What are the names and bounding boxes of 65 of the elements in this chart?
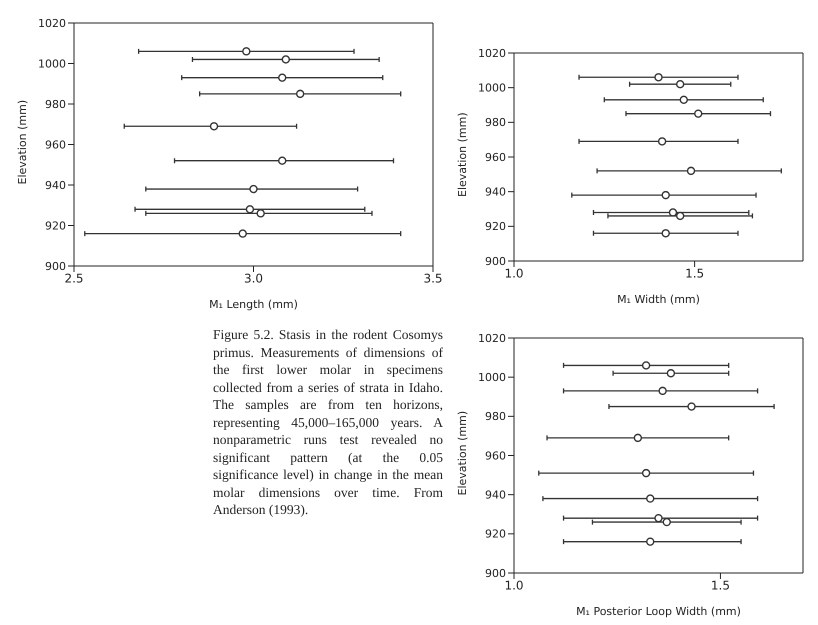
x-axis-title: M₁ Posterior Loop Width (mm): [576, 605, 741, 618]
y-axis-title: Elevation (mm): [456, 410, 469, 496]
point: [256, 209, 265, 218]
point: [680, 96, 688, 104]
point: [238, 229, 247, 238]
point: [687, 402, 696, 411]
x-tick-label: 1.0: [504, 266, 524, 281]
point: [242, 47, 251, 56]
point: [646, 537, 654, 546]
y-tick-label: 940: [485, 186, 506, 199]
point: [676, 80, 684, 88]
y-tick-label: 960: [45, 138, 66, 152]
y-tick-label: 900: [485, 566, 506, 580]
point: [654, 514, 663, 522]
point: [694, 109, 702, 118]
point: [658, 137, 666, 146]
x-tick-label: 2.5: [64, 272, 84, 286]
y-tick-label: 920: [45, 219, 66, 232]
point: [662, 229, 670, 238]
y-tick-label: 940: [485, 488, 506, 502]
y-tick-label: 960: [485, 150, 506, 164]
x-tick-label: 1.5: [710, 578, 730, 593]
point: [666, 369, 676, 378]
point: [278, 156, 286, 165]
y-tick-label: 1020: [478, 46, 506, 60]
x-axis-title: M₁ Width (mm): [617, 293, 700, 306]
y-axis-title: Elevation (mm): [16, 100, 29, 184]
y-tick-label: 920: [485, 528, 506, 541]
point: [246, 205, 254, 214]
point: [654, 73, 663, 82]
y-axis-title: Elevation (mm): [456, 112, 469, 197]
x-tick-label: 3.5: [423, 272, 443, 286]
point: [634, 434, 642, 442]
point: [686, 166, 696, 176]
point: [210, 122, 218, 130]
point: [282, 55, 290, 64]
point: [249, 184, 258, 194]
point: [662, 518, 671, 526]
x-axis-title: M₁ Length (mm): [209, 298, 298, 311]
y-tick-label: 980: [45, 98, 66, 111]
point: [278, 73, 286, 82]
point: [642, 468, 650, 478]
y-tick-label: 1000: [478, 371, 506, 384]
point: [676, 212, 684, 220]
y-tick-label: 980: [485, 116, 506, 130]
text: Figure 5.2. Stasis in the rodent Cosomys primus. Measurements of dimensions of the first lower molar in specimens collected from a series of strata in Idaho. The samples are from ten horizons, representing 45,000–165,000 years. A nonparametric runs test revealed no significant pattern (at the 0.05 significance level) in change in the mean molar dimensions over time. From Anderson (1993).: [213, 327, 443, 517]
point: [296, 90, 304, 98]
y-tick-label: 1000: [478, 82, 506, 95]
x-tick-label: 3.0: [244, 272, 264, 286]
point: [662, 190, 670, 200]
point: [642, 361, 650, 370]
x-tick-label: 1.0: [504, 578, 524, 593]
y-tick-label: 900: [485, 254, 506, 268]
y-tick-label: 1000: [38, 57, 66, 70]
y-tick-label: 980: [485, 410, 506, 424]
y-tick-label: 900: [45, 260, 66, 273]
y-tick-label: 960: [485, 449, 506, 462]
y-tick-label: 1020: [478, 332, 506, 345]
y-tick-label: 940: [45, 178, 66, 192]
x-tick-label: 1.5: [685, 266, 704, 281]
y-tick-label: 920: [485, 220, 506, 234]
point: [668, 208, 678, 217]
y-tick-label: 1020: [38, 16, 66, 30]
point: [658, 386, 667, 396]
point: [646, 494, 654, 503]
